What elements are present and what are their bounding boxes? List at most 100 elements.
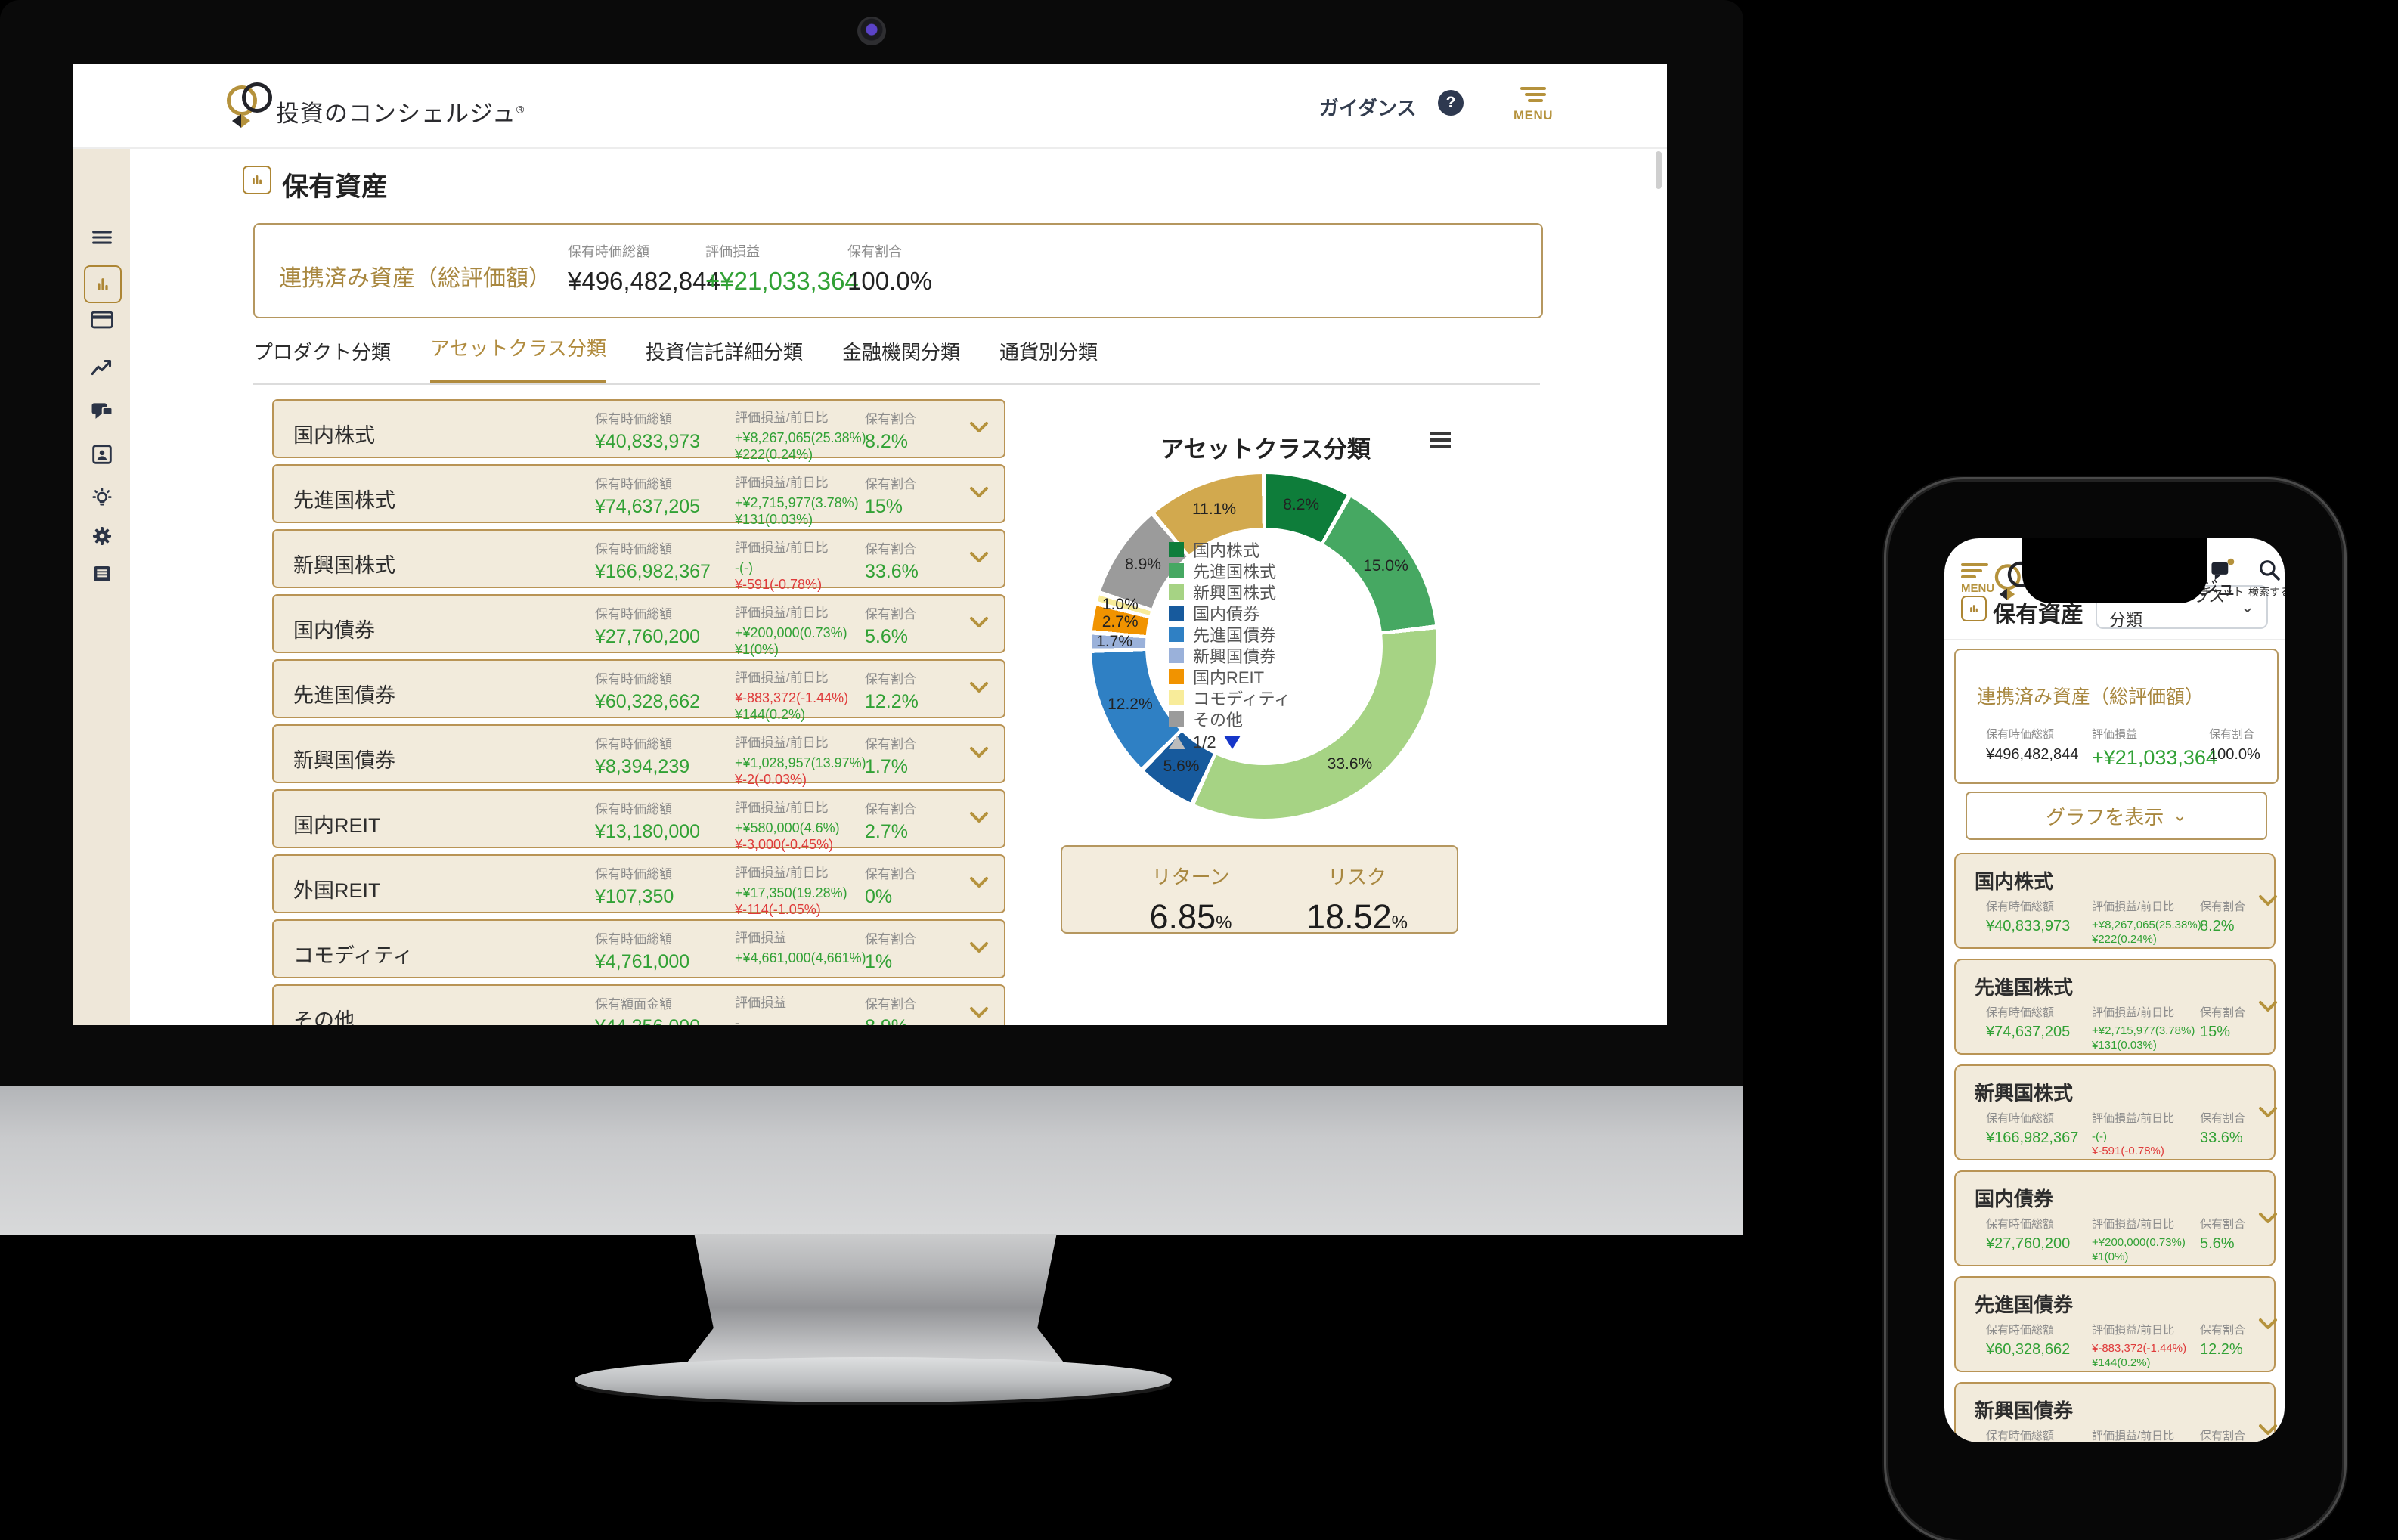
sidebar-item-news[interactable]: [88, 560, 116, 587]
sidebar-item-line-chart[interactable]: [88, 354, 116, 381]
asset-amount-col: 保有時価総額 ¥27,760,200: [595, 607, 701, 647]
donut-percent-label: 33.6%: [1327, 755, 1373, 773]
sidebar-item-contact-card[interactable]: [88, 441, 116, 468]
asset-row-6[interactable]: 国内REIT 保有時価総額 ¥13,180,000 評価損益/前日比 +¥580,…: [272, 789, 1005, 852]
chevron-down-icon[interactable]: [2257, 999, 2279, 1018]
donut-percent-label: 12.2%: [1108, 695, 1153, 713]
chevron-down-icon[interactable]: [2257, 1105, 2279, 1124]
asset-row-2[interactable]: 新興国株式 保有時価総額 ¥166,982,367 評価損益/前日比 -(-) ¥-…: [272, 529, 1005, 592]
legend-label: 新興国債券: [1193, 647, 1277, 666]
app-logo[interactable]: [227, 82, 275, 131]
chevron-down-icon[interactable]: [968, 615, 990, 634]
chevron-down-icon[interactable]: [968, 680, 990, 699]
sidebar-item-credit-card[interactable]: [88, 306, 116, 333]
tab-4[interactable]: 通貨別分類: [999, 341, 1098, 364]
asset-amount-col: 保有時価総額 ¥40,833,973: [1986, 900, 2071, 934]
asset-row-1[interactable]: 先進国株式 保有時価総額 ¥74,637,205 評価損益/前日比 +¥2,715…: [272, 464, 1005, 527]
monitor-chin: [0, 1086, 1743, 1235]
asset-pl-col: 評価損益/前日比 -(-) ¥-591(-0.78%): [735, 541, 829, 592]
phone-menu-button[interactable]: MENU: [1961, 562, 1994, 595]
phone-summary-label: 連携済み資産（総評価額）: [1977, 686, 2204, 708]
sidebar-item-chat[interactable]: [88, 398, 116, 425]
menu-bars-icon: [1961, 563, 1988, 578]
summary-col-ratio: 保有割合 100.0%: [847, 244, 932, 295]
chevron-down-icon[interactable]: [968, 745, 990, 764]
asset-ratio-col: 保有割合 12.2%: [865, 672, 919, 712]
asset-ratio-col: 保有割合 8.2%: [2200, 900, 2246, 934]
phone-asset-card-1[interactable]: 先進国株式 保有時価総額 ¥74,637,205 評価損益/前日比 +¥2,715…: [1954, 959, 2279, 1055]
window-scrollbar[interactable]: [1656, 151, 1662, 189]
tab-3[interactable]: 金融機関分類: [842, 341, 961, 364]
tab-0[interactable]: プロダクト分類: [253, 341, 392, 364]
legend-label: コモディティ: [1193, 689, 1291, 708]
asset-row-5[interactable]: 新興国債券 保有時価総額 ¥8,394,239 評価損益/前日比 +¥1,028,…: [272, 724, 1005, 787]
legend-item-0: 国内株式: [1169, 539, 1359, 560]
chevron-down-icon[interactable]: [2257, 1211, 2279, 1230]
asset-name: 先進国債券: [1975, 1294, 2074, 1316]
asset-name: 国内REIT: [293, 814, 381, 837]
holdings-icon: [243, 166, 271, 194]
chevron-down-icon: ⌄: [2240, 597, 2254, 616]
chevron-down-icon[interactable]: [2257, 894, 2279, 913]
asset-pl-col: 評価損益 +¥4,661,000(4,661%): [735, 931, 866, 965]
asset-amount-col: 保有時価総額 ¥74,637,205: [595, 477, 701, 517]
asset-name: その他: [293, 1009, 355, 1025]
chevron-down-icon[interactable]: [2257, 1317, 2279, 1336]
asset-amount-col: 保有時価総額 ¥40,833,973: [595, 412, 701, 452]
menu-button[interactable]: MENU: [1513, 85, 1553, 123]
chevron-down-icon[interactable]: [2257, 1423, 2279, 1442]
asset-row-0[interactable]: 国内株式 保有時価総額 ¥40,833,973 評価損益/前日比 +¥8,267,…: [272, 399, 1005, 462]
tab-1[interactable]: アセットクラス分類: [430, 333, 606, 383]
legend-page-down-icon[interactable]: [1223, 736, 1241, 749]
asset-name: 新興国債券: [1975, 1399, 2074, 1422]
asset-row-4[interactable]: 先進国債券 保有時価総額 ¥60,328,662 評価損益/前日比 ¥-883,3…: [272, 659, 1005, 722]
chevron-down-icon[interactable]: [968, 810, 990, 829]
tab-2[interactable]: 投資信託詳細分類: [645, 341, 803, 364]
asset-ratio-col: 保有割合 5.6%: [2200, 1218, 2246, 1252]
sidebar-item-gear[interactable]: [88, 522, 116, 550]
asset-amount-col: 保有時価総額 ¥27,760,200: [1986, 1218, 2071, 1252]
asset-pl-col: 評価損益/前日比 +¥1,028,957(13.97%)¥-2(-0.03%): [735, 736, 866, 787]
asset-pl-col: 評価損益/前日比 +¥200,000(0.73%) ¥1(0%): [2092, 1218, 2186, 1263]
asset-pl-col: 評価損益/前日比 -(-) ¥-591(-0.78%): [2092, 1112, 2175, 1157]
asset-name: 国内債券: [1975, 1188, 2054, 1210]
legend-label: その他: [1193, 711, 1244, 730]
help-icon[interactable]: ?: [1438, 90, 1464, 116]
chevron-down-icon[interactable]: [968, 1005, 990, 1024]
phone-asset-card-2[interactable]: 新興国株式 保有時価総額 ¥166,982,367 評価損益/前日比 -(-) ¥-…: [1954, 1064, 2279, 1160]
asset-ratio-col: 保有割合 1%: [865, 932, 916, 972]
phone-asset-card-5[interactable]: 新興国債券 保有時価総額¥8,394,239 評価損益/前日比 +¥1,028,…: [1954, 1382, 2279, 1442]
asset-row-8[interactable]: コモディティ 保有時価総額 ¥4,761,000 評価損益 +¥4,661,000…: [272, 919, 1005, 978]
chevron-down-icon[interactable]: [968, 940, 990, 959]
chevron-down-icon[interactable]: [968, 485, 990, 504]
sidebar-item-lightbulb[interactable]: [88, 485, 116, 512]
chevron-down-icon[interactable]: [968, 420, 990, 439]
phone-show-graph-button[interactable]: グラフを表示 ⌄: [1966, 792, 2267, 840]
phone-chat-button[interactable]: チャット: [2201, 558, 2244, 600]
donut-percent-label: 8.9%: [1125, 556, 1161, 574]
chevron-down-icon[interactable]: [968, 550, 990, 569]
asset-pl-col: 評価損益/前日比 +¥1,028,957(13.97%)¥-2(-0.03%): [2092, 1430, 2175, 1442]
summary-col-pl: 評価損益 +¥21,033,364: [705, 244, 859, 295]
phone-asset-card-0[interactable]: 国内株式 保有時価総額 ¥40,833,973 評価損益/前日比 +¥8,267,…: [1954, 853, 2279, 949]
app-title: 投資のコンシェルジュ®: [276, 101, 525, 127]
phone-asset-card-3[interactable]: 国内債券 保有時価総額 ¥27,760,200 評価損益/前日比 +¥200,00…: [1954, 1170, 2279, 1266]
legend-page-up-icon[interactable]: [1169, 736, 1185, 749]
phone-search-button[interactable]: 検索する: [2248, 558, 2285, 600]
phone-asset-card-4[interactable]: 先進国債券 保有時価総額 ¥60,328,662 評価損益/前日比 ¥-883,3…: [1954, 1276, 2279, 1372]
asset-row-3[interactable]: 国内債券 保有時価総額 ¥27,760,200 評価損益/前日比 +¥200,00…: [272, 594, 1005, 657]
phone-screen: MENU 投資のコンシェルジュ チャット 検索する 保有資産 アセットクラス分類: [1944, 538, 2285, 1442]
chevron-down-icon[interactable]: [968, 875, 990, 894]
asset-pl-col: 評価損益 -: [735, 996, 786, 1025]
sidebar-item-menu[interactable]: [88, 224, 116, 251]
legend-swatch: [1169, 648, 1184, 663]
monitor-stand-base: [575, 1357, 1172, 1402]
chart-menu-icon[interactable]: [1427, 429, 1454, 455]
sidebar-item-bar-chart[interactable]: [84, 265, 122, 303]
risk-metric: リスク 18.52%: [1306, 866, 1408, 936]
phone-card-list: 国内株式 保有時価総額 ¥40,833,973 評価損益/前日比 +¥8,267,…: [1944, 538, 2285, 1442]
legend-swatch: [1169, 606, 1184, 621]
asset-row-7[interactable]: 外国REIT 保有時価総額 ¥107,350 評価損益/前日比 +¥17,350(…: [272, 854, 1005, 917]
asset-pl-col: 評価損益/前日比 ¥-883,372(-1.44%) ¥144(0.2%): [735, 671, 849, 722]
